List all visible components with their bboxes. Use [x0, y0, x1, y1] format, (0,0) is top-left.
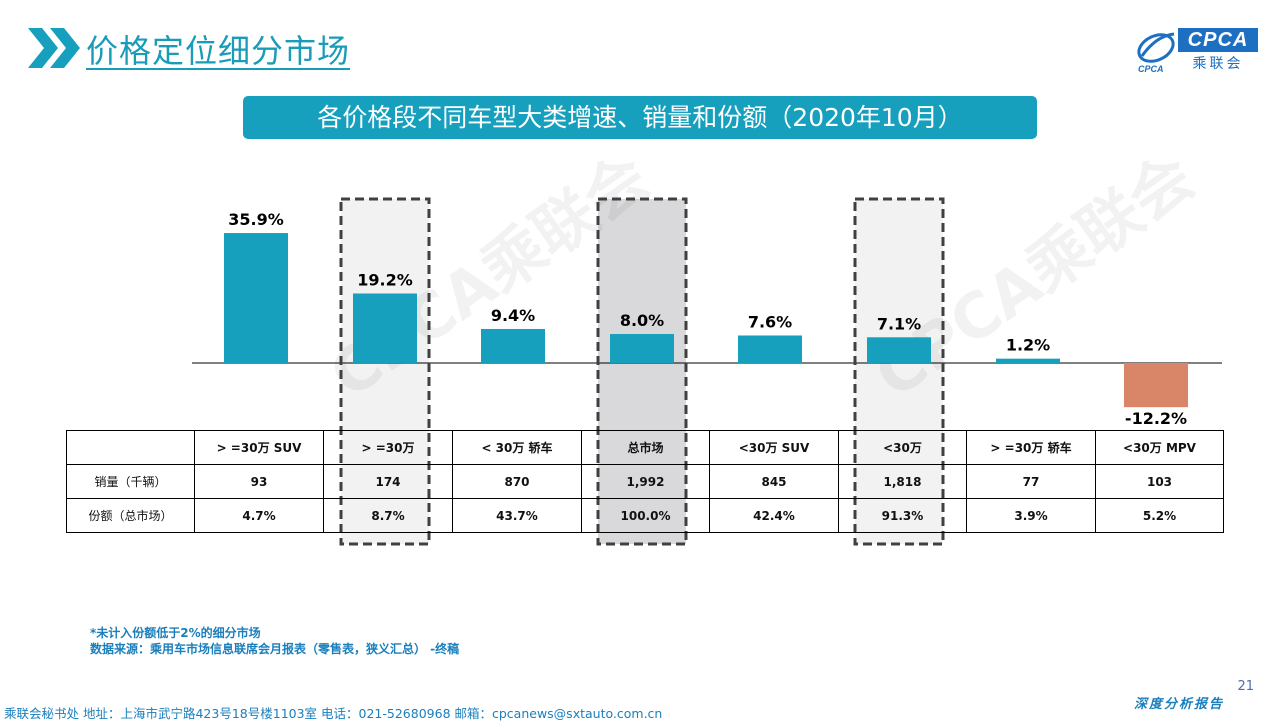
bar-value-label: 19.2% [357, 270, 413, 289]
bar [996, 358, 1060, 363]
page-number: 21 [1237, 679, 1254, 694]
table-header-cell: < 30万 轿车 [452, 430, 582, 465]
double-chevron-icon [28, 28, 80, 68]
chart-title-banner: 各价格段不同车型大类增速、销量和份额（2020年10月） [243, 96, 1037, 139]
table-header-cell: > =30万 SUV [194, 430, 324, 465]
bar-value-label: -12.2% [1125, 409, 1187, 428]
table-header-cell: > =30万 [323, 430, 453, 465]
table-cell: 870 [452, 464, 582, 499]
bar [738, 335, 802, 363]
table-cell: 8.7% [323, 498, 453, 533]
table-cell: 174 [323, 464, 453, 499]
footnote-text: *未计入份额低于2%的细分市场 [90, 626, 261, 640]
table-header-cell: 总市场 [581, 430, 710, 465]
highlight-box-border [596, 197, 688, 546]
cpca-emblem-icon: CPCA [1137, 32, 1175, 74]
svg-text:CPCA: CPCA [1138, 64, 1164, 74]
table-cell: 5.2% [1095, 498, 1224, 533]
table-cell: 4.7% [194, 498, 324, 533]
logo-subtitle: 乘联会 [1192, 56, 1244, 72]
bar-value-label: 7.1% [877, 314, 921, 333]
table-header-row: > =30万 SUV > =30万 < 30万 轿车 总市场 <30万 SUV … [66, 430, 1224, 465]
bar-value-label: 9.4% [491, 306, 535, 325]
table-header-cell [66, 430, 195, 465]
table-cell: 91.3% [838, 498, 967, 533]
data-table: > =30万 SUV > =30万 < 30万 轿车 总市场 <30万 SUV … [66, 430, 1224, 533]
table-cell: 93 [194, 464, 324, 499]
bar [610, 334, 674, 363]
page-title: 价格定位细分市场 [86, 32, 351, 70]
bar-value-label: 8.0% [620, 311, 664, 330]
table-header-cell: > =30万 轿车 [966, 430, 1096, 465]
table-cell: 100.0% [581, 498, 710, 533]
row-label: 销量（千辆） [66, 464, 195, 499]
table-cell: 42.4% [709, 498, 839, 533]
table-cell: 1,818 [838, 464, 967, 499]
bar-value-label: 1.2% [1006, 336, 1050, 355]
bar [481, 328, 545, 363]
bar [1124, 363, 1188, 408]
table-cell: 845 [709, 464, 839, 499]
data-source-text: 数据来源：乘用车市场信息联席会月报表（零售表，狭义汇总） -终稿 [90, 642, 460, 656]
highlight-box-border [853, 197, 945, 546]
table-header-cell: <30万 MPV [1095, 430, 1224, 465]
logo-text: CPCA [1178, 28, 1258, 52]
footer-contact: 乘联会秘书处 地址：上海市武宁路423号18号楼1103室 电话：021-526… [4, 706, 663, 721]
footer-report-tag: 深度分析报告 [1133, 697, 1224, 712]
cpca-logo: CPCA CPCA 乘联会 [1134, 26, 1260, 74]
bar [353, 293, 417, 363]
row-label: 份额（总市场） [66, 498, 195, 533]
table-header-cell: <30万 SUV [709, 430, 839, 465]
bar-value-label: 7.6% [748, 312, 792, 331]
bar [867, 337, 931, 363]
bar [224, 233, 288, 363]
table-cell: 3.9% [966, 498, 1096, 533]
bar-value-label: 35.9% [228, 210, 284, 229]
highlight-box-border [339, 197, 431, 546]
table-cell: 103 [1095, 464, 1224, 499]
table-row-sales: 销量（千辆） 93 174 870 1,992 845 1,818 77 103 [66, 464, 1224, 499]
table-header-cell: <30万 [838, 430, 967, 465]
table-cell: 1,992 [581, 464, 710, 499]
table-cell: 77 [966, 464, 1096, 499]
table-row-share: 份额（总市场） 4.7% 8.7% 43.7% 100.0% 42.4% 91.… [66, 498, 1224, 533]
table-cell: 43.7% [452, 498, 582, 533]
